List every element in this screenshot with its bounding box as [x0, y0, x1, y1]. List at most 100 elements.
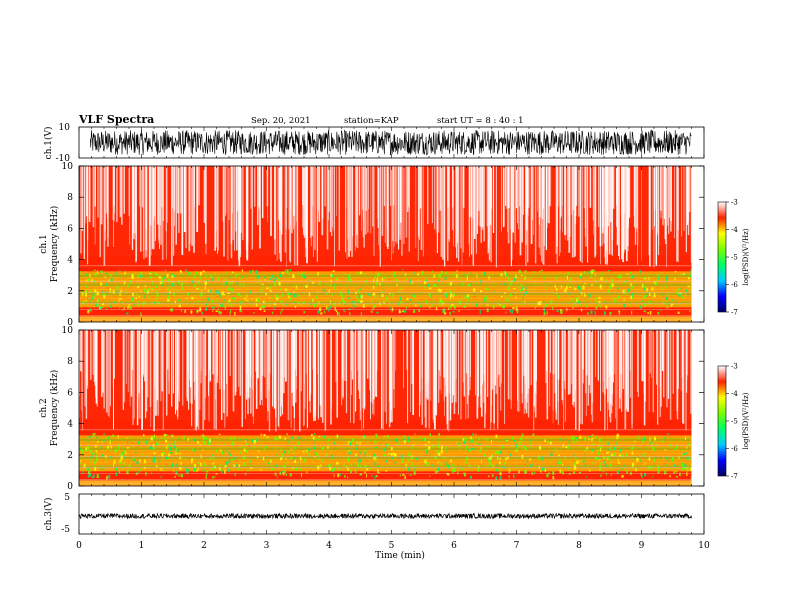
- spec-speckle: [468, 449, 471, 452]
- spec-speckle: [602, 281, 604, 283]
- spec-speckle: [225, 280, 228, 285]
- spec-speckle: [110, 304, 113, 308]
- time-axis: 0 1 2 3 4 5 6 7 8 9 10: [76, 541, 710, 551]
- spec-speckle: [464, 461, 467, 464]
- spec-speckle: [263, 446, 265, 451]
- spec-speckle: [417, 456, 419, 458]
- spec-speckle: [274, 437, 277, 440]
- spec-speckle: [115, 472, 118, 477]
- spec-speckle: [266, 436, 269, 439]
- spec-speckle: [449, 305, 452, 309]
- spec-speckle: [462, 438, 465, 442]
- spec-speckle: [567, 301, 569, 304]
- spec-speckle: [440, 450, 443, 454]
- spec-speckle: [254, 446, 256, 449]
- spec-speckle: [162, 467, 165, 472]
- spec-speckle: [634, 440, 636, 443]
- spec-freq-band: [79, 283, 692, 287]
- spec-freq-band: [79, 319, 692, 323]
- spec-speckle: [164, 295, 166, 297]
- time-tick-label: 10: [698, 541, 710, 551]
- spec-speckle: [329, 305, 332, 309]
- spec-speckle: [632, 445, 635, 449]
- spec-speckle: [93, 269, 96, 271]
- spec-speckle: [498, 469, 500, 472]
- spec-speckle: [177, 289, 180, 292]
- ch1-trace-line: [90, 129, 692, 156]
- spec-speckle: [489, 459, 492, 461]
- spec-speckle: [448, 283, 450, 287]
- spec-speckle: [393, 453, 397, 457]
- spec-speckle: [256, 275, 259, 279]
- spec-speckle: [269, 277, 272, 280]
- spec-speckle: [218, 310, 220, 314]
- spec-speckle: [616, 287, 619, 290]
- spec-speckle: [649, 437, 651, 442]
- spec-speckle: [678, 456, 680, 459]
- spec-speckle: [159, 454, 161, 457]
- spec-speckle: [507, 297, 509, 299]
- spec-speckle: [126, 312, 129, 315]
- spec-speckle: [89, 299, 91, 303]
- spec-speckle: [462, 282, 464, 286]
- spec-speckle: [89, 274, 91, 278]
- spec-speckle: [261, 283, 264, 285]
- spec-speckle: [180, 461, 182, 465]
- spec-speckle: [348, 441, 350, 444]
- spec-speckle: [477, 278, 479, 281]
- spec-speckle: [352, 301, 355, 305]
- spec-speckle: [281, 308, 283, 312]
- spec-freq-band: [79, 259, 692, 263]
- spec-speckle: [272, 274, 274, 279]
- spec-speckle: [530, 445, 532, 448]
- spec-speckle: [587, 312, 589, 315]
- colorbar-scale: [717, 365, 727, 477]
- spec-speckle: [567, 446, 569, 449]
- spec-speckle: [100, 306, 102, 310]
- spec-speckle: [461, 467, 463, 469]
- spec-speckle: [685, 273, 688, 276]
- spec-speckle: [296, 294, 298, 298]
- spec-speckle: [555, 276, 558, 280]
- spec-speckle: [219, 294, 221, 299]
- spec-speckle: [414, 304, 417, 307]
- spec-speckle: [217, 308, 219, 310]
- spec-speckle: [625, 292, 627, 295]
- spec-speckle: [249, 461, 251, 466]
- spec-speckle: [273, 305, 275, 310]
- spec-speckle: [188, 272, 191, 276]
- spec-speckle: [664, 436, 667, 439]
- colorbar-tick-label: -4: [731, 390, 738, 398]
- spec-speckle: [110, 447, 112, 452]
- spec-speckle: [626, 470, 628, 474]
- spec-speckle: [674, 464, 675, 467]
- spec-speckle: [487, 288, 489, 291]
- spec-speckle: [341, 293, 343, 298]
- spec-speckle: [445, 462, 447, 466]
- spec-speckle: [158, 460, 161, 463]
- spec-speckle: [609, 311, 612, 315]
- colorbar-tick-label: -7: [731, 473, 738, 481]
- spec-speckle: [271, 297, 274, 299]
- spec-speckle: [509, 470, 512, 472]
- spec-speckle: [463, 440, 466, 444]
- ch1-ylabel: ch.1(V): [43, 127, 54, 160]
- spec-speckle: [380, 291, 383, 293]
- spec-speckle: [378, 471, 381, 473]
- spec-speckle: [257, 450, 260, 452]
- spec-speckle: [431, 299, 433, 302]
- ch2-spec-ylabel-channel: ch.2: [39, 398, 49, 417]
- spec-speckle: [429, 306, 431, 309]
- spec-speckle: [247, 470, 249, 472]
- spec-speckle: [616, 437, 618, 440]
- spec-speckle: [540, 470, 542, 473]
- spec-speckle: [197, 441, 199, 444]
- spec-speckle: [466, 276, 468, 281]
- time-tick-label: 8: [576, 541, 582, 551]
- spec-speckle: [219, 304, 221, 307]
- spec-speckle: [558, 460, 561, 465]
- spec-speckle: [364, 452, 366, 456]
- spec-speckle: [622, 289, 625, 294]
- spec-speckle: [100, 282, 103, 286]
